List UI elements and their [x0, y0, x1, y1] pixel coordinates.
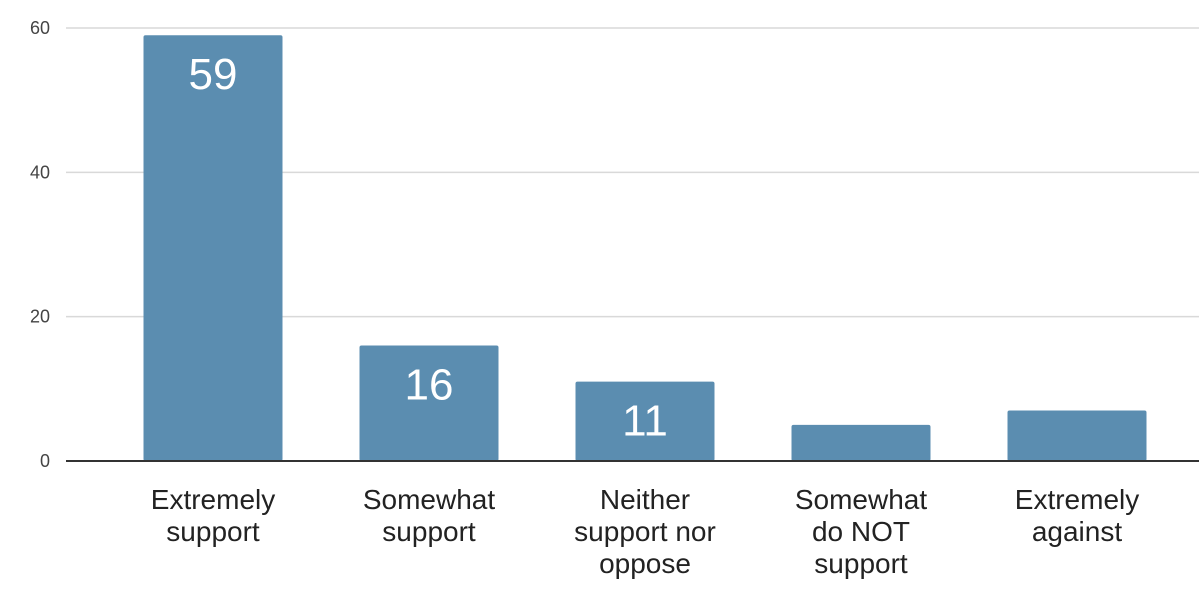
y-tick-label: 20: [30, 307, 50, 327]
x-tick-label: Somewhat support: [363, 484, 496, 547]
x-tick-label-line: support: [814, 548, 908, 579]
y-tick-label: 40: [30, 162, 50, 182]
x-tick-label: Extremely support: [151, 484, 275, 547]
x-tick-label: Extremely against: [1015, 484, 1139, 547]
x-tick-label-line: Extremely: [1015, 484, 1139, 515]
x-tick-label-line: Somewhat: [795, 484, 928, 515]
bar: [791, 424, 931, 461]
x-tick-label-line: do NOT: [812, 516, 910, 547]
x-tick-label-line: oppose: [599, 548, 691, 579]
axes: 0 20 40 60: [30, 18, 1199, 471]
data-label: 16: [405, 361, 454, 410]
x-tick-label: Somewhat do NOT support: [795, 484, 928, 579]
x-tick-label-line: Extremely: [151, 484, 275, 515]
data-label: 59: [189, 50, 238, 99]
y-tick-label: 0: [40, 451, 50, 471]
x-tick-label: Neither support nor oppose: [574, 484, 716, 579]
data-label: 11: [622, 397, 668, 446]
x-tick-label-line: against: [1032, 516, 1123, 547]
bar: [359, 345, 499, 461]
bars: [143, 35, 1147, 461]
bar: [1007, 410, 1147, 461]
x-tick-label-line: support: [166, 516, 260, 547]
y-tick-label: 60: [30, 18, 50, 38]
bar: [575, 381, 715, 461]
bar: [143, 35, 283, 461]
x-tick-label-line: Somewhat: [363, 484, 496, 515]
x-tick-label-line: support nor: [574, 516, 716, 547]
x-tick-label-line: support: [382, 516, 476, 547]
x-tick-label-line: Neither: [600, 484, 690, 515]
